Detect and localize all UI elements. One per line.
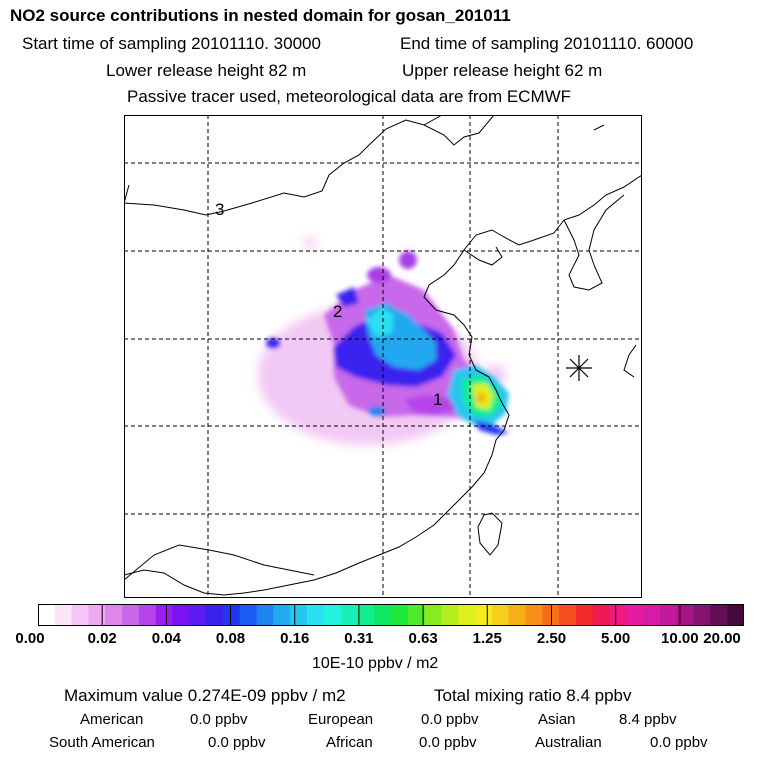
colorbar-tick-label: 0.31	[344, 630, 374, 647]
start-time-label: Start time of sampling 20101110. 30000	[22, 34, 321, 53]
colorbar-segment	[138, 604, 157, 626]
total-mixing-ratio: Total mixing ratio 8.4 ppbv	[434, 686, 632, 705]
region-european-label: European	[308, 711, 374, 728]
colorbar-segment	[122, 604, 140, 626]
colorbar-segment	[575, 604, 594, 626]
colorbar-segment	[592, 604, 611, 626]
region-south-american-value: 0.0 ppbv	[208, 734, 266, 751]
colorbar-segment	[407, 604, 426, 626]
colorbar-segment	[88, 604, 106, 626]
colorbar-segment	[155, 604, 173, 626]
colorbar-segment	[693, 604, 711, 626]
colorbar-segment	[357, 604, 375, 626]
region-asian-label: Asian	[538, 711, 576, 728]
region-australian-value: 0.0 ppbv	[650, 734, 708, 751]
colorbar-segments	[38, 604, 744, 626]
colorbar-tick-label: 0.00	[15, 630, 45, 647]
region-european-value: 0.0 ppbv	[421, 711, 479, 728]
colorbar-segment	[222, 604, 241, 626]
colorbar	[38, 604, 744, 626]
receptor-star-icon	[566, 355, 592, 381]
colorbar-segment	[559, 604, 577, 626]
colorbar-segment	[206, 604, 224, 626]
colorbar-tick-label: 0.04	[151, 630, 181, 647]
end-time-label: End time of sampling 20101110. 60000	[400, 34, 694, 53]
colorbar-segment	[710, 604, 728, 626]
region-american-label: American	[80, 711, 144, 728]
colorbar-segment	[542, 604, 560, 626]
colorbar-segment	[475, 604, 493, 626]
colorbar-tick-label: 2.50	[536, 630, 567, 647]
region-african-value: 0.0 ppbv	[419, 734, 477, 751]
upper-release-label: Upper release height 62 m	[402, 61, 603, 80]
region-asian-value: 8.4 ppbv	[619, 711, 677, 728]
maximum-value: Maximum value 0.274E-09 ppbv / m2	[64, 686, 346, 705]
colorbar-segment	[105, 604, 123, 626]
concentration-plume	[258, 237, 509, 445]
colorbar-tick-label: 20.00	[703, 630, 741, 647]
colorbar-segment	[54, 604, 73, 626]
colorbar-segment	[340, 604, 358, 626]
colorbar-segment	[643, 604, 661, 626]
colorbar-unit: 10E-10 ppbv / m2	[312, 655, 439, 672]
region-african-label: African	[326, 734, 373, 751]
colorbar-segment	[391, 604, 409, 626]
map-title: NO2 source contributions in nested domai…	[10, 6, 511, 25]
map-label-1: 1	[433, 390, 442, 409]
region-australian-label: Australian	[535, 734, 602, 751]
source-contribution-map: 1 2 3	[124, 115, 642, 598]
colorbar-segment	[609, 604, 627, 626]
region-american-value: 0.0 ppbv	[190, 711, 248, 728]
tracer-note: Passive tracer used, meteorological data…	[127, 87, 572, 106]
colorbar-segment	[38, 604, 56, 626]
colorbar-segment	[71, 604, 89, 626]
colorbar-tick-label: 10.00	[661, 630, 699, 647]
colorbar-tick-label: 5.00	[601, 630, 631, 647]
colorbar-tick-label: 1.25	[472, 630, 502, 647]
colorbar-segment	[323, 604, 342, 626]
lower-release-label: Lower release height 82 m	[106, 61, 307, 80]
colorbar-segment	[659, 604, 678, 626]
colorbar-segment	[256, 604, 274, 626]
colorbar-segment	[727, 604, 744, 626]
lat-lon-grid	[124, 115, 642, 598]
colorbar-segment	[189, 604, 207, 626]
colorbar-segment	[290, 604, 308, 626]
colorbar-segment	[172, 604, 190, 626]
colorbar-segment	[676, 604, 695, 626]
colorbar-segment	[441, 604, 459, 626]
colorbar-tick-label: 0.02	[87, 630, 117, 647]
colorbar-segment	[239, 604, 258, 626]
colorbar-tick-label: 0.16	[280, 630, 310, 647]
colorbar-tick-label: 0.63	[408, 630, 438, 647]
colorbar-segment	[491, 604, 510, 626]
map-label-3: 3	[215, 200, 224, 219]
map-label-2: 2	[333, 302, 342, 321]
coastlines	[124, 115, 642, 596]
colorbar-segment	[525, 604, 543, 626]
colorbar-tick-label: 0.08	[215, 630, 246, 647]
colorbar-segment	[273, 604, 291, 626]
region-south-american-label: South American	[49, 734, 155, 751]
colorbar-segment	[424, 604, 442, 626]
colorbar-segment	[458, 604, 476, 626]
colorbar-segment	[306, 604, 325, 626]
colorbar-segment	[626, 604, 644, 626]
colorbar-segment	[508, 604, 526, 626]
colorbar-segment	[374, 604, 392, 626]
